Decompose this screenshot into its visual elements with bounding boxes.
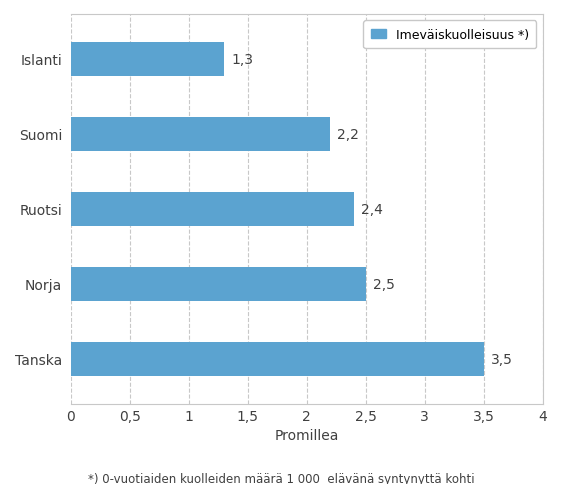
Text: 2,4: 2,4 <box>361 202 383 216</box>
Bar <box>71 193 354 227</box>
Bar <box>71 342 484 376</box>
Bar <box>71 43 224 76</box>
Text: *) 0-vuotiaiden kuolleiden määrä 1 000  elävänä syntynyttä kohti: *) 0-vuotiaiden kuolleiden määrä 1 000 e… <box>88 471 474 484</box>
Legend: Imeväiskuolleisuus *): Imeväiskuolleisuus *) <box>363 21 536 49</box>
Bar <box>71 118 330 151</box>
Bar <box>71 268 366 301</box>
X-axis label: Promillea: Promillea <box>274 428 339 442</box>
Text: 2,5: 2,5 <box>373 277 395 291</box>
Text: 3,5: 3,5 <box>491 352 513 366</box>
Text: 1,3: 1,3 <box>231 53 253 67</box>
Text: 2,2: 2,2 <box>337 128 359 142</box>
